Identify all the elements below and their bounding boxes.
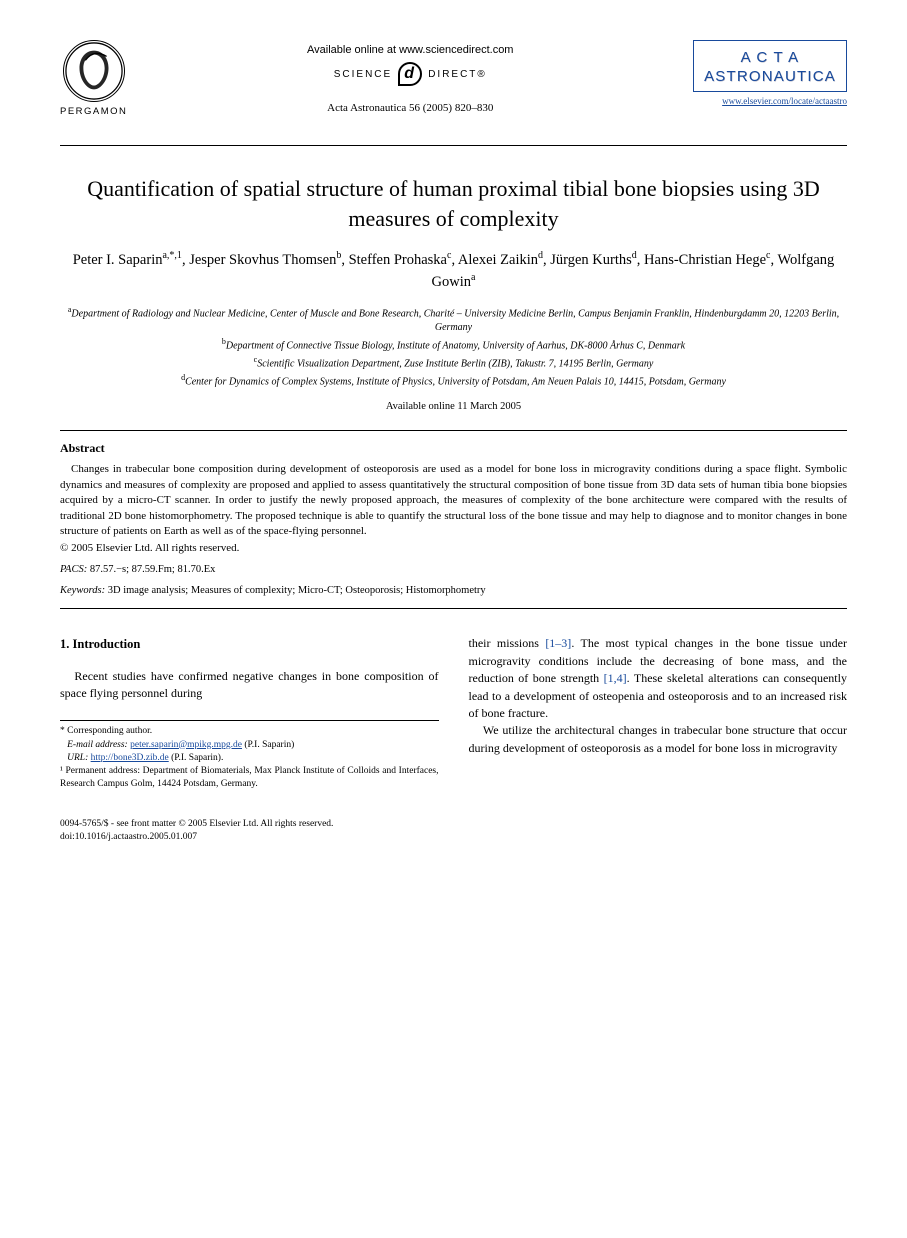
publisher-logo-block: PERGAMON — [60, 40, 127, 117]
available-online-text: Available online at www.sciencedirect.co… — [127, 44, 693, 56]
pergamon-logo-icon — [63, 40, 125, 102]
column-right: their missions [1–3]. The most typical c… — [469, 635, 848, 791]
journal-name-line2: ASTRONAUTICA — [704, 68, 836, 87]
keywords-label: Keywords: — [60, 585, 105, 596]
journal-reference: Acta Astronautica 56 (2005) 820–830 — [127, 102, 693, 114]
intro-para-1-left: Recent studies have confirmed negative c… — [60, 668, 439, 703]
email-line: E-mail address: peter.saparin@mpikg.mpg.… — [60, 739, 439, 752]
affiliations-list: aDepartment of Radiology and Nuclear Med… — [60, 304, 847, 390]
intro-para-2-right: We utilize the architectural changes in … — [469, 722, 848, 757]
url-label: URL: — [67, 753, 88, 763]
url-link[interactable]: http://bone3D.zib.de — [91, 753, 169, 763]
pacs-line: PACS: 87.57.−s; 87.59.Fm; 81.70.Ex — [60, 564, 847, 575]
url-line: URL: http://bone3D.zib.de (P.I. Saparin)… — [60, 752, 439, 765]
header-rule — [60, 145, 847, 146]
email-link[interactable]: peter.saparin@mpikg.mpg.de — [130, 740, 242, 750]
pacs-label: PACS: — [60, 564, 87, 575]
email-person: (P.I. Saparin) — [244, 740, 294, 750]
ref-1-3[interactable]: [1–3] — [545, 636, 571, 650]
affiliation-line: bDepartment of Connective Tissue Biology… — [60, 336, 847, 354]
sd-right: DIRECT® — [428, 69, 487, 80]
header-center: Available online at www.sciencedirect.co… — [127, 40, 693, 114]
sciencedirect-logo: SCIENCE d DIRECT® — [334, 62, 487, 86]
available-online-date: Available online 11 March 2005 — [60, 401, 847, 412]
pacs-value: 87.57.−s; 87.59.Fm; 81.70.Ex — [90, 564, 216, 575]
abstract-top-rule — [60, 430, 847, 431]
ref-1-4[interactable]: [1,4] — [604, 671, 627, 685]
permanent-address-note: ¹ Permanent address: Department of Bioma… — [60, 765, 439, 792]
affiliation-line: dCenter for Dynamics of Complex Systems,… — [60, 372, 847, 390]
keywords-line: Keywords: 3D image analysis; Measures of… — [60, 585, 847, 596]
abstract-heading: Abstract — [60, 441, 847, 456]
url-person: (P.I. Saparin). — [171, 753, 223, 763]
abstract-bottom-rule — [60, 608, 847, 609]
copyright-line: © 2005 Elsevier Ltd. All rights reserved… — [60, 542, 847, 554]
footnotes-block: * Corresponding author. E-mail address: … — [60, 720, 439, 791]
sd-left: SCIENCE — [334, 69, 392, 80]
section-1-heading: 1. Introduction — [60, 635, 439, 653]
affiliation-line: aDepartment of Radiology and Nuclear Med… — [60, 304, 847, 336]
doi-line: doi:10.1016/j.actaastro.2005.01.007 — [60, 831, 847, 844]
page-header: PERGAMON Available online at www.science… — [60, 40, 847, 117]
journal-box: A C T A ASTRONAUTICA — [693, 40, 847, 92]
at-icon: d — [398, 62, 422, 86]
body-columns: 1. Introduction Recent studies have conf… — [60, 635, 847, 791]
corresponding-author-note: * Corresponding author. — [60, 725, 439, 738]
footer-block: 0094-5765/$ - see front matter © 2005 El… — [60, 818, 847, 844]
p1-pre: their missions — [469, 636, 546, 650]
authors-list: Peter I. Saparina,*,1, Jesper Skovhus Th… — [60, 249, 847, 291]
email-label: E-mail address: — [67, 740, 128, 750]
column-left: 1. Introduction Recent studies have conf… — [60, 635, 439, 791]
journal-url-link[interactable]: www.elsevier.com/locate/actaastro — [693, 96, 847, 106]
journal-box-wrapper: A C T A ASTRONAUTICA www.elsevier.com/lo… — [693, 40, 847, 106]
front-matter-line: 0094-5765/$ - see front matter © 2005 El… — [60, 818, 847, 831]
pergamon-label: PERGAMON — [60, 106, 127, 117]
journal-name-line1: A C T A — [704, 49, 836, 68]
article-title: Quantification of spatial structure of h… — [60, 174, 847, 233]
affiliation-line: cScientific Visualization Department, Zu… — [60, 354, 847, 372]
abstract-body: Changes in trabecular bone composition d… — [60, 462, 847, 539]
intro-para-1-right: their missions [1–3]. The most typical c… — [469, 635, 848, 722]
keywords-value: 3D image analysis; Measures of complexit… — [108, 585, 486, 596]
